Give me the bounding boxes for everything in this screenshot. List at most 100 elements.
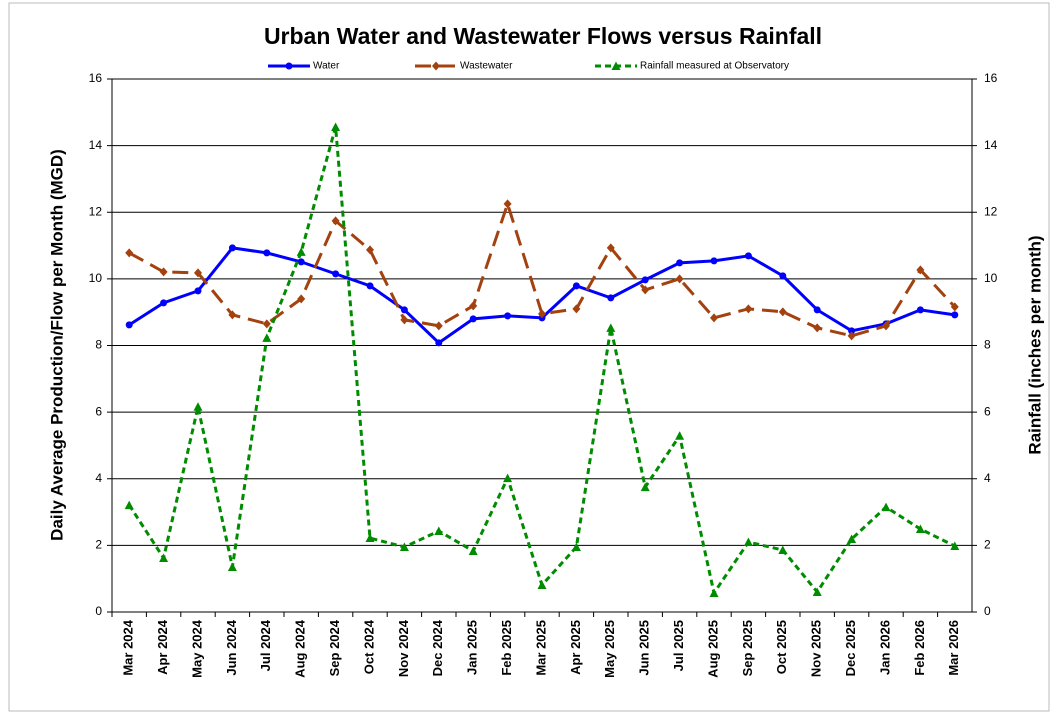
data-point (710, 257, 718, 265)
legend-marker (285, 62, 293, 70)
x-tick-label: Jun 2025 (637, 620, 652, 676)
data-point (228, 310, 237, 320)
data-point (710, 313, 718, 323)
data-point (848, 327, 856, 335)
x-tick-label: Apr 2025 (568, 620, 583, 675)
data-point (469, 301, 478, 311)
data-point (881, 502, 891, 512)
data-point (813, 323, 822, 333)
data-point (434, 321, 443, 331)
y2-tick-label: 16 (984, 71, 998, 85)
plot-area (111, 78, 973, 613)
chart-frame (8, 2, 1050, 712)
data-point (228, 244, 236, 252)
y2-tick-label: 8 (984, 338, 991, 352)
data-point (675, 431, 685, 440)
y-tick-label: 6 (95, 404, 102, 418)
y2-tick-label: 10 (984, 271, 998, 285)
data-point (676, 259, 684, 267)
data-point (538, 309, 546, 319)
data-point (951, 311, 959, 319)
data-point (571, 542, 581, 552)
y2-tick-label: 14 (984, 138, 998, 152)
data-point (468, 546, 478, 556)
y2-tick-label: 2 (984, 538, 991, 552)
x-tick-label: Jul 2025 (671, 620, 686, 671)
data-point (504, 312, 512, 320)
data-point (263, 249, 271, 257)
data-point (125, 321, 133, 329)
data-point (607, 294, 615, 302)
x-tick-label: Mar 2026 (946, 620, 961, 676)
data-point (262, 333, 272, 342)
x-tick-label: Sep 2024 (327, 619, 342, 676)
data-point (331, 122, 341, 131)
x-tick-label: May 2025 (602, 620, 617, 678)
data-point (297, 294, 306, 304)
x-tick-label: Feb 2025 (499, 620, 514, 676)
data-point (332, 270, 340, 278)
x-tick-label: Nov 2024 (396, 619, 411, 677)
x-tick-label: Feb 2026 (912, 620, 927, 676)
data-point (125, 248, 134, 258)
y-tick-label: 2 (95, 538, 102, 552)
data-point (435, 339, 443, 347)
data-point (882, 321, 890, 331)
x-tick-label: Jan 2025 (465, 620, 480, 675)
y2-tick-label: 12 (984, 204, 998, 218)
data-point (194, 268, 202, 278)
data-point (641, 276, 649, 284)
data-point (434, 526, 444, 536)
data-point (950, 541, 960, 551)
data-point (606, 243, 615, 253)
data-point (366, 282, 374, 290)
data-point (572, 282, 580, 290)
x-tick-label: Mar 2025 (533, 620, 548, 676)
data-point (640, 482, 650, 492)
x-tick-label: Apr 2024 (155, 619, 170, 675)
legend-label: Rainfall measured at Observatory (640, 61, 789, 72)
data-point (194, 287, 202, 295)
data-point (400, 315, 409, 325)
y-tick-label: 14 (89, 138, 103, 152)
y2-tick-label: 0 (984, 604, 991, 618)
data-point (399, 542, 409, 552)
data-point (262, 319, 271, 329)
data-point (400, 306, 408, 314)
y-tick-label: 4 (95, 471, 102, 485)
x-tick-label: Nov 2025 (809, 620, 824, 677)
data-point (915, 524, 925, 534)
data-point (331, 216, 340, 226)
data-point (606, 323, 616, 332)
data-point (916, 306, 924, 314)
x-tick-label: Sep 2025 (740, 620, 755, 676)
y-axis-label: Daily Average Production/Flow per Month … (47, 149, 66, 541)
chart-title: Urban Water and Wastewater Flows versus … (264, 23, 822, 49)
x-tick-label: Dec 2025 (843, 620, 858, 676)
y-tick-label: 8 (95, 338, 102, 352)
data-point (813, 306, 821, 314)
x-tick-label: Jun 2024 (224, 619, 239, 675)
data-point (744, 304, 753, 314)
data-point (916, 265, 925, 275)
data-point (743, 537, 753, 547)
x-tick-label: Oct 2025 (774, 620, 789, 674)
data-point (778, 307, 787, 317)
legend-label: Wastewater (460, 61, 513, 72)
data-point (159, 267, 168, 277)
x-tick-label: Aug 2024 (293, 619, 308, 678)
data-point (159, 553, 169, 563)
y-tick-label: 16 (89, 71, 103, 85)
data-point (744, 252, 752, 260)
y2-tick-label: 6 (984, 404, 991, 418)
x-tick-label: Jul 2024 (258, 619, 273, 671)
legend-marker (432, 61, 440, 71)
y-tick-label: 10 (89, 271, 103, 285)
data-point (469, 315, 477, 323)
data-point (365, 533, 375, 543)
x-tick-label: Jan 2026 (877, 620, 892, 675)
data-point (227, 562, 237, 572)
x-tick-label: Oct 2024 (361, 619, 376, 674)
data-point (572, 304, 581, 314)
data-point (709, 588, 719, 598)
